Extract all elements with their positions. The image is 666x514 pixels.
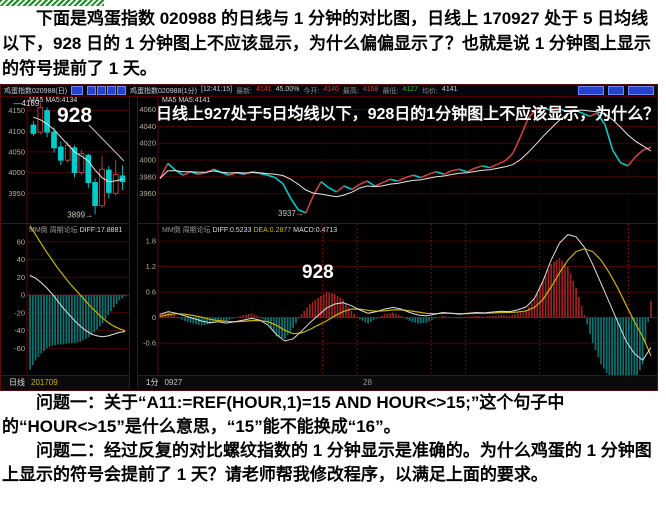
svg-text:4000: 4000 <box>139 156 156 165</box>
svg-text:4020: 4020 <box>139 139 156 148</box>
svg-text:4060: 4060 <box>139 105 156 114</box>
minute-date-mid-label: 28 <box>363 378 372 387</box>
svg-text:-20: -20 <box>14 308 25 317</box>
svg-text:4050: 4050 <box>8 147 25 156</box>
open-label: 今开: <box>303 87 320 95</box>
daily-chart-title: 鸡蛋指数020988(日) <box>4 87 68 95</box>
question-2-paragraph: 问题二：经过反复的对比螺纹指数的 1 分钟显示是准确的。为什么鸡蛋的 1 分钟图… <box>2 441 652 484</box>
last-label: 最新: <box>236 87 253 95</box>
avg-label: 均价: <box>421 87 438 95</box>
svg-text:3980: 3980 <box>139 172 156 181</box>
minute-time-axis: 1分 0927 28 <box>138 376 657 389</box>
svg-text:3950: 3950 <box>8 189 25 198</box>
daily-macd-plot: 60 40 20 0 -20 -40 -60 <box>14 224 129 375</box>
daily-time-axis: 日线 201709 <box>1 376 129 389</box>
avg-value: 4141 <box>441 85 458 93</box>
svg-text:4150: 4150 <box>8 106 25 115</box>
minute-chart-title: 鸡蛋指数020988(1分) <box>130 87 197 95</box>
minute-price-plot: 4060 4040 4020 4000 3980 3960 3937→ <box>139 97 657 223</box>
question-overlay-text: 日线上927处于5日均线以下，928日的1分钟图上不应该显示，为什么？ <box>156 106 660 123</box>
stock-chart-screenshot: 鸡蛋指数020988(日) 鸡蛋指数020988(1分) [12:41:15] … <box>0 84 660 391</box>
toolbar-button[interactable] <box>608 86 624 95</box>
high-label: 最高: <box>342 87 359 95</box>
quote-info-bar: [12:41:15] 最新: 4141 45.00% 今开: 4140 最高: 416… <box>201 86 458 96</box>
minute-macd-area: MM倒 周期论坛 DIFF:0.5233 DEA:0.2877 MACD:0.4… <box>138 224 657 376</box>
svg-text:0: 0 <box>152 313 156 322</box>
percent-value: 45.00% <box>275 85 300 93</box>
minute-chart-panel: MA5 MA5:4141 日线上927处于5日均线以下，928日的1分钟图上不应… <box>137 97 660 389</box>
minute-date-label: 0927 <box>164 378 183 387</box>
toolbar-button[interactable] <box>628 86 654 95</box>
svg-text:0.6: 0.6 <box>146 288 156 297</box>
minute-price-area: MA5 MA5:4141 日线上927处于5日均线以下，928日的1分钟图上不应… <box>138 97 660 224</box>
svg-text:-0.6: -0.6 <box>143 339 156 348</box>
svg-text:3937→: 3937→ <box>278 209 304 218</box>
svg-text:-60: -60 <box>14 344 25 353</box>
question-1-paragraph: 问题一：关于“A11:=REF(HOUR,1)=15 AND HOUR<>15;… <box>2 393 565 436</box>
toolbar-button[interactable] <box>71 86 84 95</box>
selection-hatch-decoration <box>0 0 104 6</box>
svg-text:3899→: 3899→ <box>67 210 93 219</box>
daily-928-annotation: 928 <box>57 104 93 127</box>
svg-text:20: 20 <box>17 273 25 282</box>
minute-ma-label: MA5 MA5:4141 <box>162 97 211 104</box>
open-value: 4140 <box>323 85 339 93</box>
questions-section: 问题一：关于“A11:=REF(HOUR,1)=15 AND HOUR<>15;… <box>0 391 660 487</box>
minute-period-label: 1分 <box>146 378 159 387</box>
svg-text:40: 40 <box>17 255 25 264</box>
daily-price-plot: 4150 4100 4050 4000 3950 —4169 3899→ <box>8 97 129 223</box>
daily-macd-area: MM倒 周期论坛 DIFF:17.8881 60 40 20 0 -20 -40 -60 <box>1 224 129 376</box>
svg-text:4040: 4040 <box>139 122 156 131</box>
high-value: 4168 <box>362 85 379 93</box>
panel-gap <box>130 97 137 389</box>
daily-period-label: 日线 <box>9 378 25 387</box>
svg-text:—4169: —4169 <box>14 99 40 108</box>
minute-macd-header: MM倒 周期论坛 DIFF:0.5233 DEA:0.2877 MACD:0.4… <box>162 227 338 234</box>
layout-grid-buttons[interactable] <box>87 86 127 95</box>
svg-text:1.2: 1.2 <box>146 262 156 271</box>
toolbar-button[interactable] <box>578 86 604 95</box>
svg-text:4000: 4000 <box>8 168 25 177</box>
daily-price-area: MA5 MA5:4134 928 4150 4100 4050 4000 3950 —41… <box>1 97 129 224</box>
daily-date-label: 201709 <box>31 378 58 387</box>
minute-macd-plot: 1.8 1.2 0.6 0 -0.6 <box>143 224 657 375</box>
svg-text:4100: 4100 <box>8 127 25 136</box>
intro-paragraph: 下面是鸡蛋指数 020988 的日线与 1 分钟的对比图，日线上 170927 … <box>2 9 651 78</box>
low-value: 4127 <box>402 85 418 93</box>
svg-text:60: 60 <box>17 237 25 246</box>
svg-text:0: 0 <box>21 291 25 300</box>
daily-macd-header: MM倒 周期论坛 DIFF:17.8881 <box>29 227 123 234</box>
daily-chart-panel: MA5 MA5:4134 928 4150 4100 4050 4000 3950 —41… <box>1 97 130 389</box>
low-label: 最低: <box>382 87 399 95</box>
last-value: 4141 <box>256 85 272 93</box>
svg-text:1.8: 1.8 <box>146 237 156 246</box>
minute-928-annotation: 928 <box>302 262 334 283</box>
chart-body: MA5 MA5:4134 928 4150 4100 4050 4000 3950 —41… <box>1 97 660 389</box>
chart-titlebar: 鸡蛋指数020988(日) 鸡蛋指数020988(1分) [12:41:15] … <box>1 85 657 97</box>
svg-text:3960: 3960 <box>139 189 156 198</box>
quote-time: [12:41:15] <box>200 85 233 93</box>
svg-text:-40: -40 <box>14 326 25 335</box>
daily-ma-label: MA5 MA5:4134 <box>29 97 78 104</box>
